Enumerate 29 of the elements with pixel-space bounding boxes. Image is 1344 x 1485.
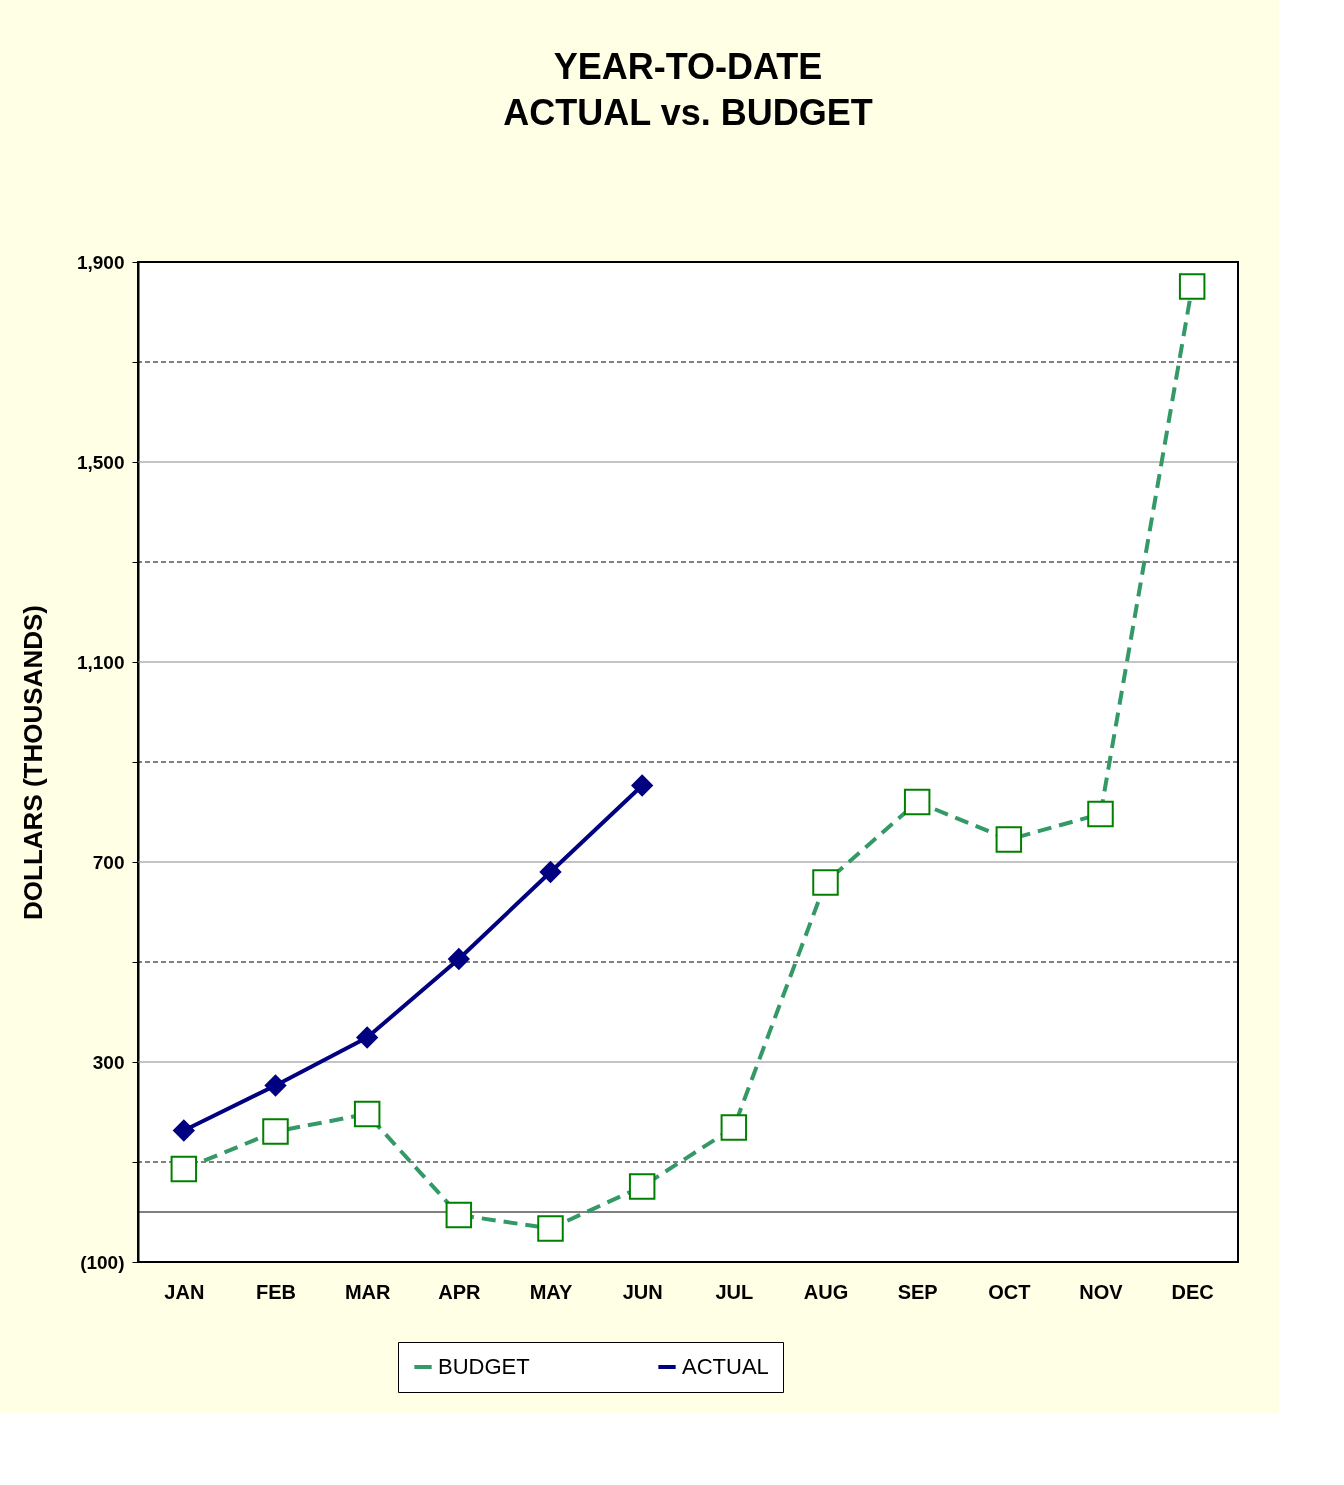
y-tick-label: 1,100 <box>76 651 125 673</box>
x-tick-label: JAN <box>164 1280 205 1303</box>
y-tick-label: 1,500 <box>76 451 125 473</box>
y-tick-label: 1,900 <box>76 251 125 273</box>
y-tick-label: (100) <box>80 1251 125 1273</box>
x-tick-label: MAY <box>529 1280 573 1303</box>
x-tick-label: FEB <box>256 1280 296 1303</box>
y-tick-label: 700 <box>92 851 125 873</box>
point <box>631 774 653 797</box>
point <box>173 1119 195 1142</box>
x-tick-label: JUN <box>622 1280 663 1303</box>
x-tick-label: JUL <box>715 1280 754 1303</box>
x-tick-label: SEP <box>897 1280 938 1303</box>
point <box>539 861 562 883</box>
point <box>448 948 470 970</box>
x-tick-label: MAR <box>344 1280 391 1303</box>
text: YEAR-TO-DATE <box>553 46 823 87</box>
legend-label: BUDGET <box>438 1354 530 1379</box>
x-tick-label: DEC <box>1171 1280 1214 1303</box>
point <box>264 1074 287 1097</box>
x-tick-label: AUG <box>803 1280 849 1303</box>
y-axis-title: DOLLARS (THOUSANDS) <box>17 605 48 920</box>
x-tick-label: NOV <box>1079 1280 1124 1303</box>
x-tick-label: OCT <box>988 1280 1031 1303</box>
x-tick-label: APR <box>438 1280 481 1303</box>
text: ACTUAL vs. BUDGET <box>503 92 873 133</box>
y-tick-label: 300 <box>92 1051 125 1073</box>
point <box>356 1026 378 1049</box>
legend-label: ACTUAL <box>682 1354 769 1379</box>
